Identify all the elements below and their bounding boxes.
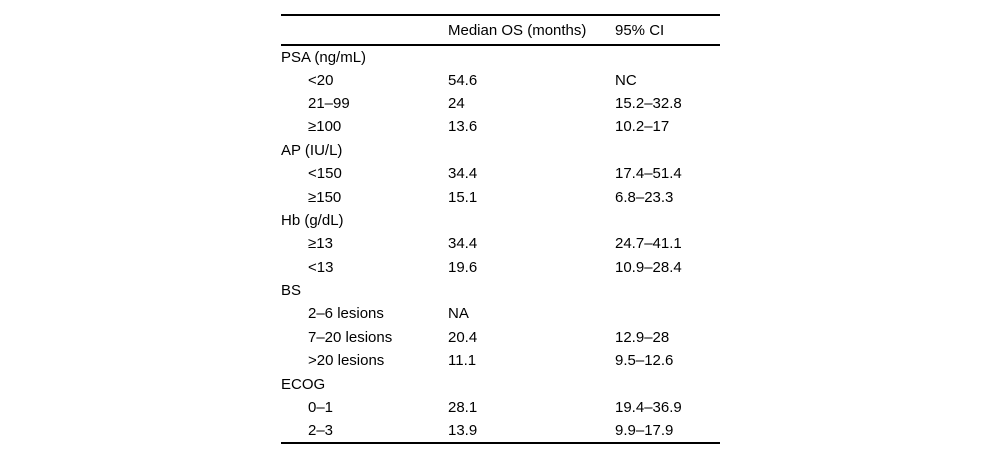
median-os-cell: 34.4 [448,235,478,253]
median-os-cell: 54.6 [448,71,478,89]
median-os-cell: 13.6 [448,118,478,136]
median-os-cell: 11.1 [448,352,477,370]
median-os-cell [448,139,615,162]
table-row: >20 lesions 11.1 9.5–12.6 [281,349,720,372]
median-os-cell: NA [448,305,469,323]
header-median-os: Median OS (months) [448,21,587,39]
row-label-cell: 7–20 lesions [308,328,393,346]
ci-cell: NC [615,71,637,89]
median-os-table: Median OS (months) 95% CI PSA (ng/mL) <20… [281,14,720,444]
ci-cell: 9.5–12.6 [615,352,674,370]
table-row: 21–99 24 15.2–32.8 [281,92,720,115]
median-os-cell: 19.6 [448,258,478,276]
ci-cell: 10.9–28.4 [615,258,682,276]
ci-cell: 24.7–41.1 [615,235,682,253]
median-os-cell [448,209,615,232]
row-label-cell: Hb (g/dL) [281,211,344,229]
median-os-cell: 15.1 [448,188,478,206]
table-row: ≥150 15.1 6.8–23.3 [281,185,720,208]
ci-cell: 6.8–23.3 [615,188,674,206]
group-header-row: PSA (ng/mL) [281,45,720,68]
row-label-cell: 0–1 [308,399,334,417]
row-label-cell: 21–99 [308,94,350,112]
table-body: PSA (ng/mL) <20 54.6 NC 21–99 24 15.2–32.8 ≥100… [281,45,720,443]
ci-cell: 19.4–36.9 [615,399,682,417]
table-row: <20 54.6 NC [281,68,720,91]
row-label-cell: PSA (ng/mL) [281,48,367,66]
row-label-cell: 2–3 [308,421,334,439]
header-empty-cell [281,15,448,45]
table-row: 2–6 lesions NA [281,302,720,325]
ci-cell [615,302,720,325]
table-row: ≥100 13.6 10.2–17 [281,115,720,138]
row-label-cell: BS [281,282,302,300]
row-label-cell: <13 [308,258,334,276]
table-header: Median OS (months) 95% CI [281,15,720,45]
row-label-cell: AP (IU/L) [281,141,343,159]
ci-cell [615,372,720,395]
median-os-cell: 28.1 [448,399,478,417]
row-label-cell: ≥100 [308,118,342,136]
median-os-cell [448,279,615,302]
table-row: <13 19.6 10.9–28.4 [281,256,720,279]
header-95-ci: 95% CI [615,21,665,39]
ci-cell [615,209,720,232]
ci-cell [615,279,720,302]
group-header-row: ECOG [281,372,720,395]
table-row: 7–20 lesions 20.4 12.9–28 [281,326,720,349]
row-label-cell: >20 lesions [308,352,385,370]
table-row: <150 34.4 17.4–51.4 [281,162,720,185]
row-label-cell: <150 [308,165,342,183]
table-row: ≥13 34.4 24.7–41.1 [281,232,720,255]
survival-summary-table: Median OS (months) 95% CI PSA (ng/mL) <20… [281,14,720,444]
median-os-cell: 24 [448,94,465,112]
row-label-cell: <20 [308,71,334,89]
group-header-row: AP (IU/L) [281,139,720,162]
ci-cell: 17.4–51.4 [615,165,682,183]
row-label-cell: ECOG [281,375,326,393]
ci-cell: 10.2–17 [615,118,670,136]
group-header-row: BS [281,279,720,302]
median-os-cell [448,372,615,395]
row-label-cell: 2–6 lesions [308,305,384,323]
ci-cell [615,139,720,162]
median-os-cell: 20.4 [448,328,478,346]
ci-cell: 15.2–32.8 [615,94,682,112]
table-row: 0–1 28.1 19.4–36.9 [281,396,720,419]
ci-cell: 12.9–28 [615,328,670,346]
median-os-cell [448,45,615,68]
row-label-cell: ≥13 [308,235,333,253]
header-row: Median OS (months) 95% CI [281,15,720,45]
ci-cell: 9.9–17.9 [615,421,674,439]
row-label-cell: ≥150 [308,188,342,206]
median-os-cell: 34.4 [448,165,478,183]
median-os-cell: 13.9 [448,421,478,439]
group-header-row: Hb (g/dL) [281,209,720,232]
ci-cell [615,45,720,68]
table-row: 2–3 13.9 9.9–17.9 [281,419,720,442]
